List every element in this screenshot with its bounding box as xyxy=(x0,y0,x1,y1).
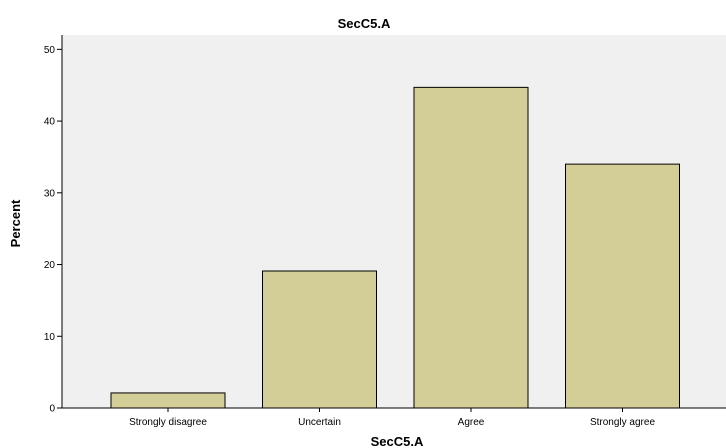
bar-strongly-agree xyxy=(565,163,680,409)
bar-series xyxy=(110,86,680,409)
x-axis: Strongly disagree Uncertain Agree Strongly … xyxy=(62,407,726,428)
y-axis: 0 10 20 30 40 50 xyxy=(44,35,63,415)
x-axis-title: SecC5.A xyxy=(371,434,424,448)
y-tick-label: 10 xyxy=(44,332,56,343)
bar-strongly-disagree xyxy=(110,392,226,409)
x-tick-label: Agree xyxy=(458,417,485,428)
bar-uncertain xyxy=(262,270,377,409)
y-tick-label: 0 xyxy=(49,404,55,415)
x-tick-label: Strongly agree xyxy=(590,417,655,428)
y-tick-label: 30 xyxy=(44,188,56,199)
bar-agree xyxy=(413,86,529,409)
x-tick-label: Uncertain xyxy=(298,417,341,428)
x-tick-label: Strongly disagree xyxy=(129,417,207,428)
y-tick-label: 40 xyxy=(44,117,56,128)
chart-title: SecC5.A xyxy=(338,16,391,31)
y-tick-label: 50 xyxy=(44,45,56,56)
y-tick-label: 20 xyxy=(44,260,56,271)
y-axis-title: Percent xyxy=(8,199,23,247)
